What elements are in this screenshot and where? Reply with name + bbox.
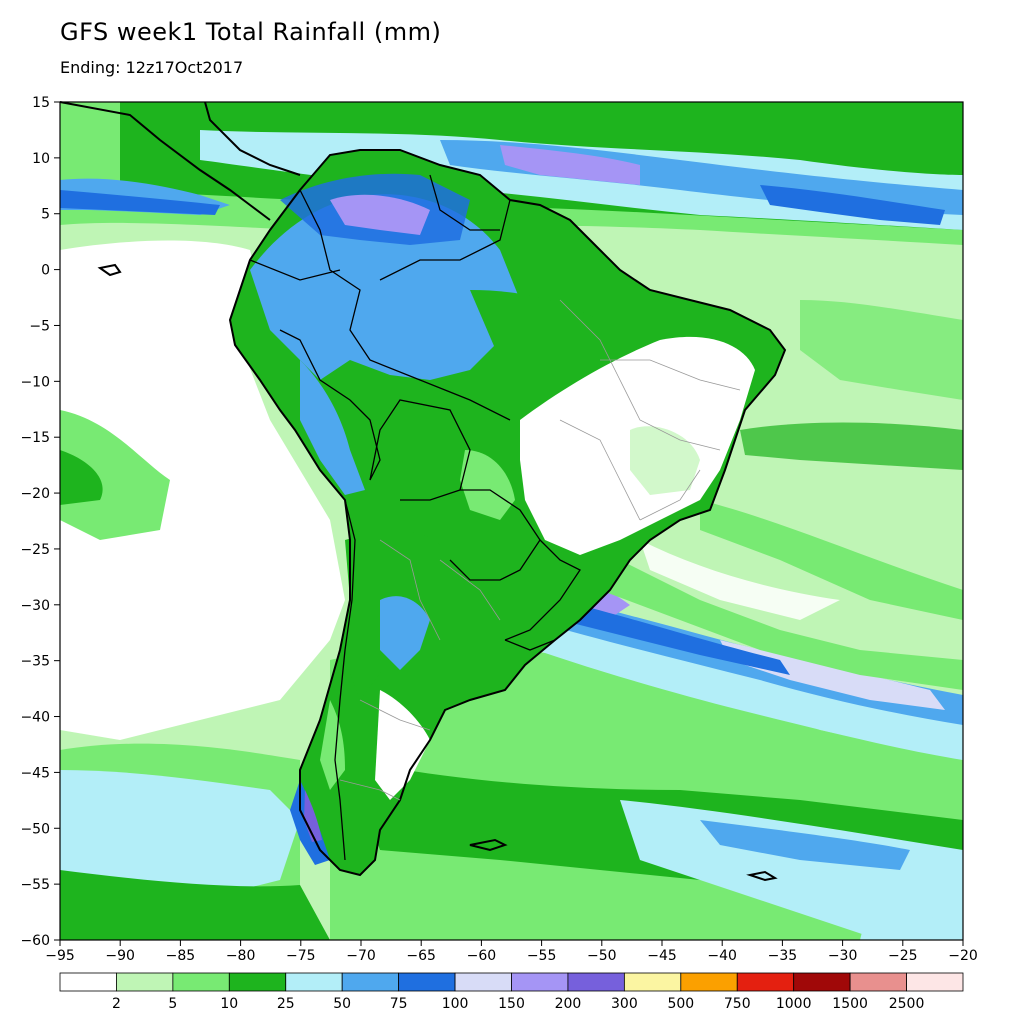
lon-tick-label: −20	[948, 948, 978, 964]
colorbar-swatch	[285, 972, 343, 992]
colorbar-swatch	[172, 972, 230, 992]
colorbar-swatch	[849, 972, 907, 992]
lat-tick-label: −40	[20, 710, 50, 726]
colorbar-label: 50	[333, 996, 351, 1012]
lat-tick-label: −15	[20, 430, 50, 446]
colorbar-label: 25	[277, 996, 295, 1012]
colorbar-label: 100	[442, 996, 469, 1012]
colorbar-swatch	[454, 972, 512, 992]
colorbar-label: 1500	[832, 996, 868, 1012]
lon-tick-label: −65	[406, 948, 436, 964]
plot-frame	[59, 101, 964, 941]
colorbar-swatch	[228, 972, 287, 992]
colorbar-swatch	[793, 972, 851, 992]
lat-tick-label: −30	[20, 598, 50, 614]
colorbar-swatch	[623, 972, 682, 992]
colorbar-swatch	[906, 972, 964, 992]
colorbar-label: 750	[724, 996, 751, 1012]
lon-tick-label: −85	[166, 948, 196, 964]
lat-tick-label: −45	[20, 765, 50, 781]
colorbar-label: 10	[220, 996, 238, 1012]
colorbar-label: 1000	[776, 996, 812, 1012]
lon-tick-label: −55	[527, 948, 557, 964]
lon-tick-label: −75	[286, 948, 316, 964]
lon-tick-label: −30	[828, 948, 858, 964]
lon-tick-label: −80	[226, 948, 256, 964]
colorbar: 2 5 10 25 50 75 100 150 200 300 500 750 1000 1500 2500	[59, 972, 964, 1012]
lon-tick-label: −90	[105, 948, 135, 964]
colorbar-swatch	[511, 972, 569, 992]
lat-tick-label: −20	[20, 486, 50, 502]
coastline	[59, 101, 787, 882]
lon-tick-label: −45	[647, 948, 677, 964]
lat-tick-label: 0	[41, 263, 50, 279]
colorbar-swatch	[736, 972, 795, 992]
colorbar-label: 300	[611, 996, 638, 1012]
lat-tick-label: −60	[20, 933, 50, 949]
colorbar-swatch	[398, 972, 456, 992]
country-borders	[249, 174, 581, 861]
colorbar-swatch	[680, 972, 738, 992]
colorbar-label: 500	[667, 996, 694, 1012]
lon-tick-label: −60	[467, 948, 497, 964]
lat-tick-label: −5	[29, 318, 50, 334]
lon-tick-label: −35	[768, 948, 798, 964]
lon-tick-label: −25	[888, 948, 918, 964]
lat-tick-label: −10	[20, 374, 50, 390]
lat-tick-label: 15	[32, 95, 50, 111]
colorbar-label: 200	[555, 996, 582, 1012]
lat-tick-label: −50	[20, 821, 50, 837]
lat-tick-label: −35	[20, 654, 50, 670]
colorbar-label: 2500	[889, 996, 925, 1012]
state-borders	[339, 299, 741, 801]
rainfall-field	[60, 102, 963, 940]
lat-tick-label: 5	[41, 207, 50, 223]
lon-tick-label: −70	[346, 948, 376, 964]
colorbar-label: 75	[390, 996, 408, 1012]
lat-tick-label: −25	[20, 542, 50, 558]
lat-tick-label: 10	[32, 151, 50, 167]
lon-tick-label: −40	[707, 948, 737, 964]
lat-tick-label: −55	[20, 877, 50, 893]
colorbar-swatch	[116, 972, 174, 992]
lon-axis: −95 −90 −85 −80 −75 −70 −65 −60 −55 −50 −45 −40 −35 −…	[45, 940, 978, 964]
colorbar-label: 2	[112, 996, 121, 1012]
lat-axis: 15 10 5 0 −5 −10 −15 −20 −25 −30 −35 −40 −45 −50 −55 −6…	[20, 95, 60, 949]
lon-tick-label: −50	[587, 948, 617, 964]
lon-tick-label: −95	[45, 948, 75, 964]
colorbar-label: 150	[498, 996, 525, 1012]
colorbar-label: 5	[168, 996, 177, 1012]
colorbar-swatch	[59, 972, 117, 992]
colorbar-swatch	[567, 972, 625, 992]
map-title: GFS week1 Total Rainfall (mm)	[60, 18, 442, 46]
colorbar-swatch	[341, 972, 400, 992]
map-subtitle: Ending: 12z17Oct2017	[60, 58, 244, 77]
